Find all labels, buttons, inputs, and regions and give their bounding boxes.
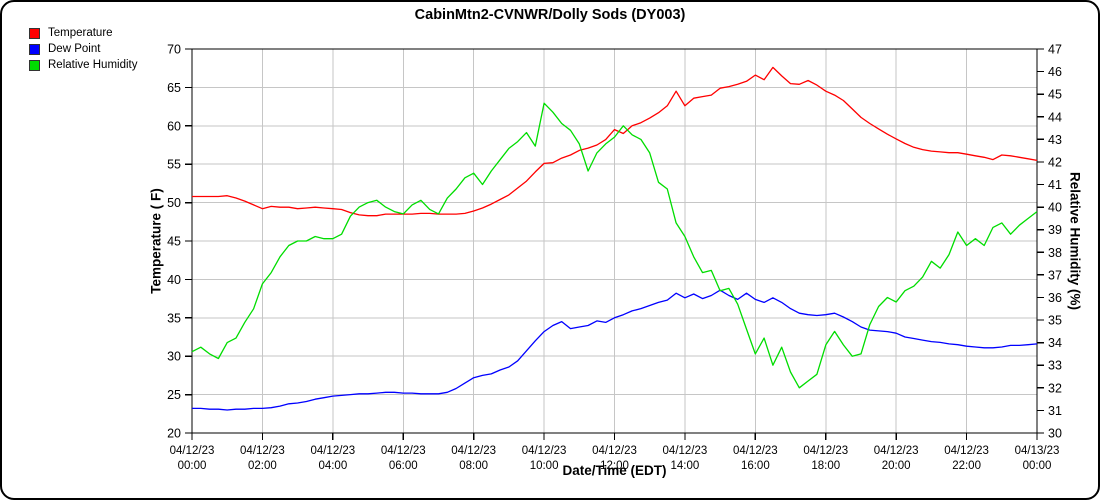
- legend: Temperature Dew Point Relative Humidity: [29, 25, 137, 73]
- y-right-tick-label: 32: [1048, 381, 1062, 395]
- x-tick-label: 04/13/23 00:00: [1015, 445, 1060, 472]
- relative-humidity-swatch-icon: [29, 59, 40, 71]
- y-right-tick-label: 33: [1048, 359, 1062, 373]
- x-tick-label: 04/12/23 18:00: [803, 445, 848, 472]
- y-left-tick-label: 45: [167, 235, 181, 249]
- y-right-tick-label: 43: [1048, 133, 1062, 147]
- chart-title: CabinMtn2-CVNWR/Dolly Sods (DY003): [414, 7, 686, 23]
- temperature-series-line: [192, 66, 1038, 217]
- dew-point-series-line: [192, 289, 1038, 411]
- y-left-tick-label: 70: [167, 43, 181, 57]
- y-right-tick-label: 30: [1048, 427, 1062, 441]
- y-right-tick-label: 35: [1048, 314, 1062, 328]
- y-left-tick-label: 50: [167, 196, 181, 210]
- y-left-tick-label: 55: [167, 158, 181, 172]
- legend-item-temperature: Temperature: [29, 25, 137, 41]
- y-left-tick-label: 40: [167, 273, 181, 287]
- y-right-tick-label: 34: [1048, 336, 1062, 350]
- y-right-tick-label: 42: [1048, 155, 1062, 169]
- y-left-tick-label: 35: [167, 311, 181, 325]
- temperature-swatch-icon: [29, 27, 40, 39]
- x-tick-label: 04/12/23 04:00: [310, 445, 355, 472]
- y-right-tick-label: 40: [1048, 201, 1062, 215]
- y-right-tick-label: 44: [1048, 110, 1062, 124]
- y-right-tick-label: 31: [1048, 404, 1062, 418]
- y-left-tick-label: 65: [167, 81, 181, 95]
- legend-label: Temperature: [48, 27, 113, 39]
- y-left-tick-label: 25: [167, 388, 181, 402]
- x-tick-label: 04/12/23 16:00: [733, 445, 778, 472]
- x-tick-label: 04/12/23 12:00: [592, 445, 637, 472]
- y-right-tick-label: 38: [1048, 246, 1062, 260]
- dew-point-swatch-icon: [29, 43, 40, 55]
- x-tick-label: 04/12/23 06:00: [381, 445, 426, 472]
- x-tick-label: 04/12/23 00:00: [170, 445, 215, 472]
- x-tick-label: 04/12/23 14:00: [663, 445, 708, 472]
- legend-label: Relative Humidity: [48, 59, 138, 71]
- y-right-tick-label: 41: [1048, 178, 1062, 192]
- x-tick-label: 04/12/23 22:00: [944, 445, 989, 472]
- legend-item-dew-point: Dew Point: [29, 41, 137, 57]
- y-right-tick-label: 45: [1048, 88, 1062, 102]
- y-left-tick-label: 20: [167, 427, 181, 441]
- x-tick-label: 04/12/23 02:00: [240, 445, 285, 472]
- y-left-tick-label: 60: [167, 119, 181, 133]
- legend-label: Dew Point: [48, 43, 101, 55]
- relative-humidity-series-line: [191, 102, 1038, 389]
- x-axis-label: Date/Time (EDT): [562, 463, 667, 478]
- x-tick-label: 04/12/23 20:00: [874, 445, 919, 472]
- y-left-tick-label: 30: [167, 350, 181, 364]
- y-right-tick-label: 39: [1048, 223, 1062, 237]
- y-right-tick-label: 37: [1048, 268, 1062, 282]
- x-tick-label: 04/12/23 10:00: [522, 445, 567, 472]
- legend-item-relative-humidity: Relative Humidity: [29, 57, 137, 73]
- y-right-tick-label: 36: [1048, 291, 1062, 305]
- y-right-tick-label: 46: [1048, 65, 1062, 79]
- y-right-tick-label: 47: [1048, 43, 1062, 57]
- x-tick-label: 04/12/23 08:00: [451, 445, 496, 472]
